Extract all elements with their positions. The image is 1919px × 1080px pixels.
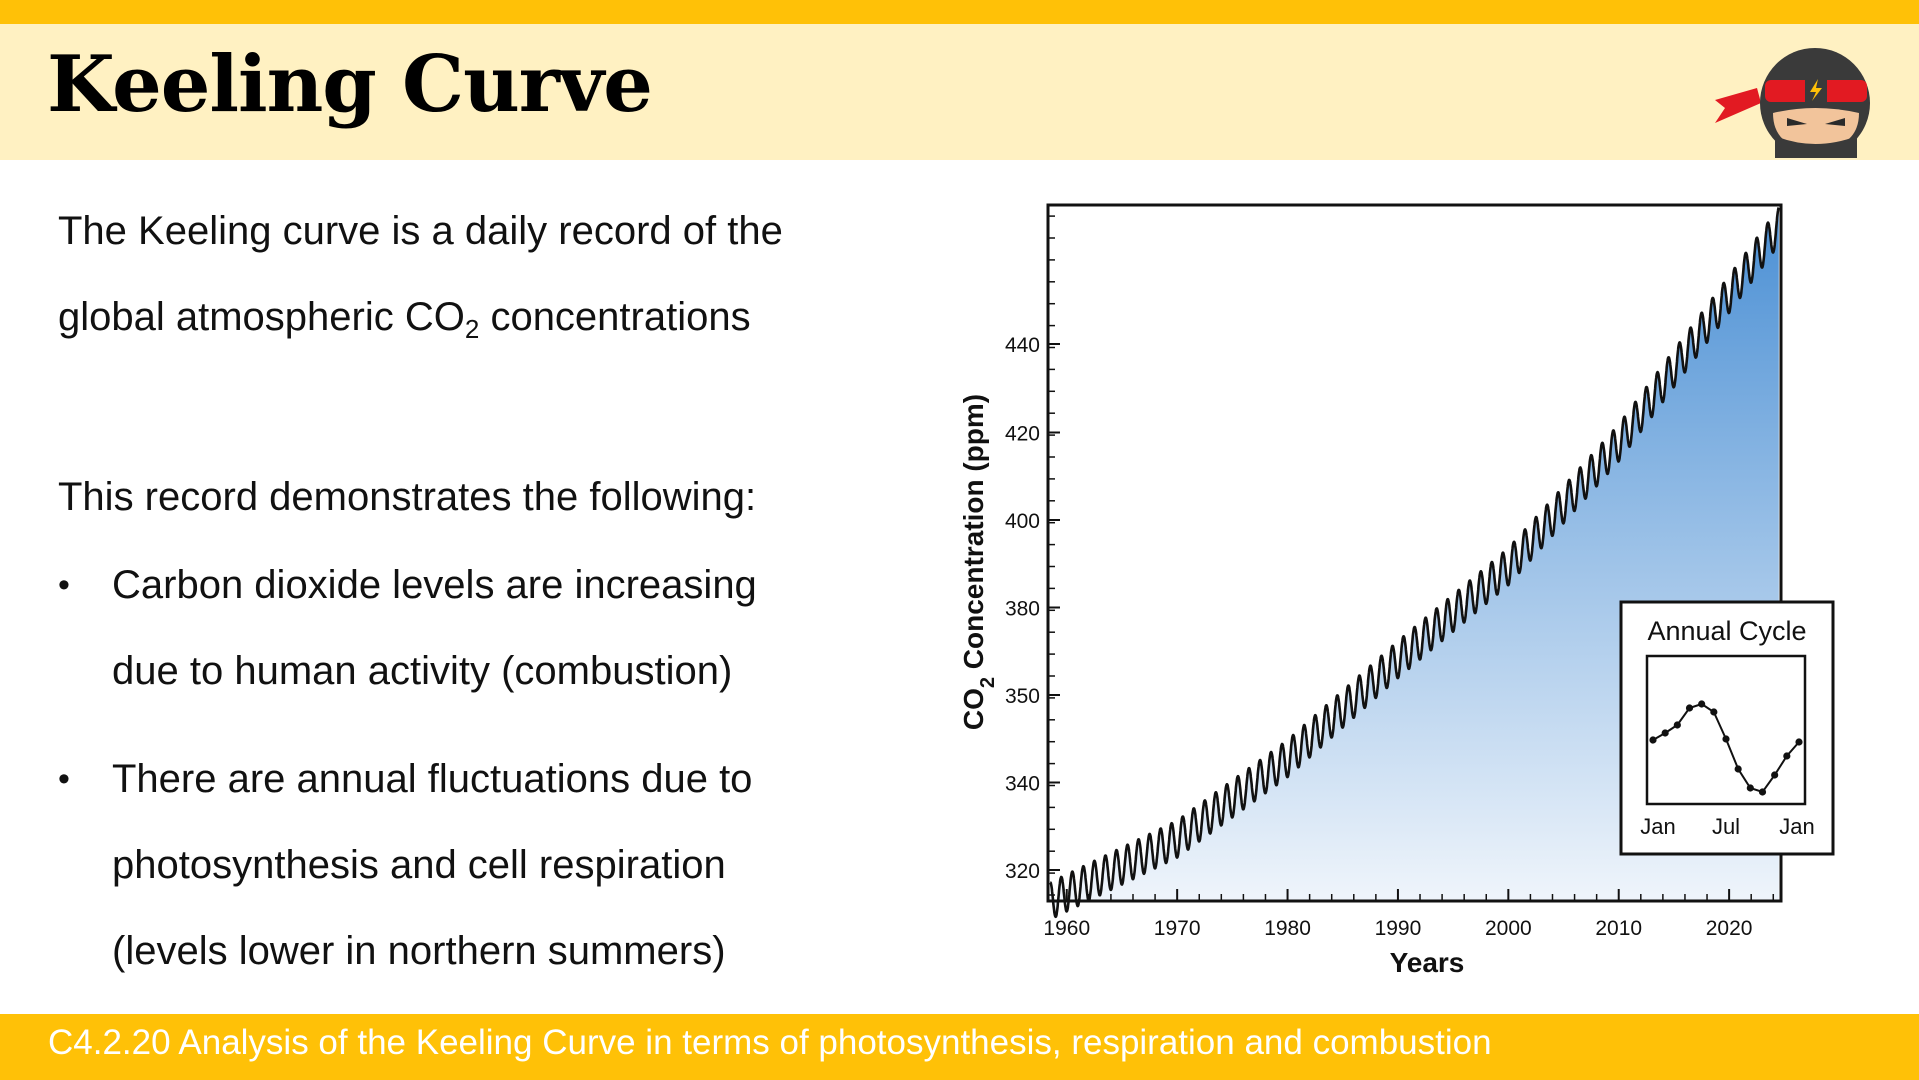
intro-line-1: The Keeling curve is a daily record of t… — [58, 209, 783, 253]
ninja-logo — [1715, 48, 1870, 158]
x-tick-label: 1960 — [1043, 917, 1090, 940]
inset-point — [1722, 735, 1730, 743]
y-tick-label: 400 — [1005, 510, 1040, 533]
lead-text: This record demonstrates the following: — [58, 475, 757, 519]
y-tick-label: 320 — [1005, 860, 1040, 883]
x-tick-label: 2010 — [1595, 917, 1642, 940]
x-tick-label: 1970 — [1154, 917, 1201, 940]
inset-point — [1685, 704, 1694, 712]
co2-series-line — [1049, 206, 1780, 919]
y-tick-label: 420 — [1005, 423, 1040, 446]
y-tick-label: 380 — [1005, 598, 1040, 621]
y-tick-label: 440 — [1005, 334, 1040, 357]
co2-area-fill — [1050, 207, 1779, 917]
inset-point — [1771, 771, 1779, 779]
inset-x-label-jan-end: Jan — [1779, 814, 1814, 839]
inset-title: Annual Cycle — [1647, 616, 1806, 646]
y-tick-label: 340 — [1005, 773, 1040, 796]
intro-line-2: global atmospheric CO2 concentrations — [58, 295, 751, 344]
page-title: Keeling Curve — [47, 39, 653, 130]
y-tick-label: 350 — [1005, 685, 1040, 708]
header-band — [0, 24, 1919, 160]
bullet-dot-icon: • — [58, 760, 70, 798]
inset-point — [1783, 752, 1791, 760]
keeling-chart: 320 340 350 380 400 420 440 1960 1970 1980 1990 20… — [958, 203, 1835, 978]
x-tick-label: 1990 — [1375, 917, 1422, 940]
inset-markers — [1649, 700, 1803, 796]
footer-text: C4.2.20 Analysis of the Keeling Curve in… — [48, 1023, 1492, 1062]
plot-frame — [1046, 203, 1783, 903]
x-tick-label: 2020 — [1706, 917, 1753, 940]
x-axis: 1960 1970 1980 1990 2000 2010 2020 — [1043, 889, 1775, 940]
inset-x-label-jan: Jan — [1640, 814, 1675, 839]
headband-tail-icon — [1715, 88, 1761, 123]
inset-point — [1746, 784, 1754, 792]
footer-band — [0, 1014, 1919, 1080]
x-tick-label: 1980 — [1264, 917, 1311, 940]
inset-point — [1758, 788, 1767, 796]
y-axis-title: CO2 Concentration (ppm) — [958, 394, 999, 730]
inset-point — [1710, 708, 1718, 716]
inset-point — [1661, 729, 1669, 737]
inset-x-label-jul: Jul — [1712, 814, 1740, 839]
inset-point — [1698, 700, 1706, 708]
inset-point — [1649, 736, 1657, 744]
bullet-dot-icon: • — [58, 566, 70, 604]
inset-point — [1673, 721, 1681, 729]
annual-cycle-inset: Annual Cycle Jan Jul Jan — [1619, 600, 1835, 856]
x-tick-label: 2000 — [1485, 917, 1532, 940]
lightning-icon — [1810, 79, 1822, 101]
y-axis: 320 340 350 380 400 420 440 — [1005, 215, 1060, 896]
inset-point — [1795, 738, 1803, 746]
x-axis-title: Years — [1390, 947, 1465, 978]
inset-plot-frame — [1645, 654, 1807, 806]
inset-point — [1734, 765, 1742, 773]
top-accent-stripe — [0, 0, 1919, 24]
